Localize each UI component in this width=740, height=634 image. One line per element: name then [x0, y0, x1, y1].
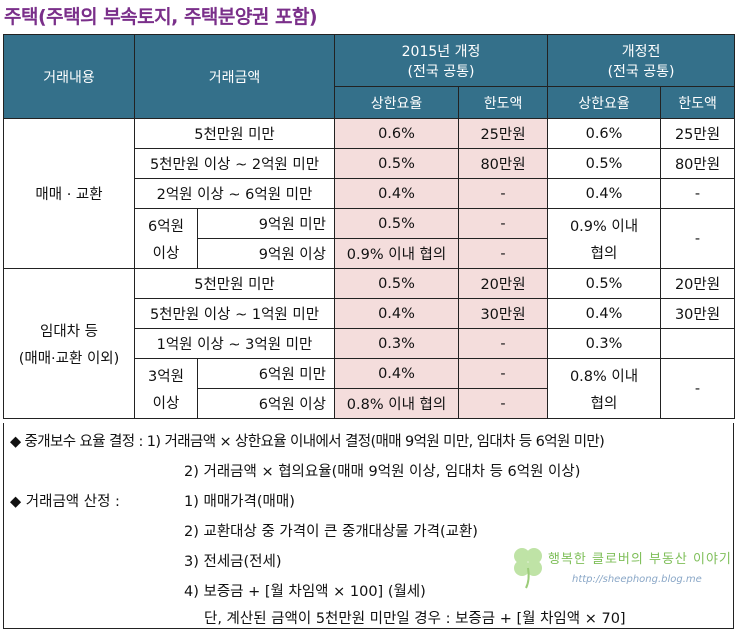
rate-new-cell: 0.5%	[334, 208, 459, 239]
rate-new-cell: 0.5%	[334, 148, 459, 179]
limit-old-cell: 25만원	[660, 118, 736, 149]
sale-over-label-line2: 이상	[152, 245, 180, 262]
limit-new-cell: 20만원	[457, 268, 549, 299]
header-2015-line1: 2015년 개정	[401, 43, 481, 60]
header-transaction-amount: 거래금액	[134, 34, 335, 119]
rate-old-merged-cell: 0.9% 이내 협의	[547, 208, 662, 269]
notes-box: ◆ 중개보수 요율 결정 : 1) 거래금액 × 상한요율 이내에서 결정(매매…	[3, 423, 734, 629]
table-row: 2억원 이상 ~ 6억원 미만 0.4% - 0.4% -	[4, 178, 736, 209]
lease-label-line1: 임대차 등	[40, 323, 98, 340]
rate-old-cell: 0.3%	[547, 328, 662, 359]
watermark-url: http://sheephong.blog.me	[572, 574, 702, 585]
header-rate-old: 상한요율	[547, 86, 662, 119]
note-amount-calc-heading: ◆ 거래금액 산정 :	[10, 494, 120, 510]
rate-new-cell: 0.4%	[334, 178, 459, 209]
page-title: 주택(주택의 부속토지, 주택분양권 포함)	[4, 6, 318, 28]
header-before-line2: (전국 공통)	[607, 63, 675, 80]
rate-new-cell: 0.4%	[334, 298, 459, 329]
sale-over-threshold-label: 6억원 이상	[134, 208, 198, 269]
amount-cell: 6억원 미만	[197, 358, 335, 389]
limit-old-merged-cell: -	[660, 358, 736, 419]
header-transaction-type: 거래내용	[3, 34, 135, 119]
rate-new-cell: 0.9% 이내 협의	[334, 238, 459, 269]
rate-old-merged-line2: 협의	[590, 395, 618, 412]
lease-over-label-line2: 이상	[152, 395, 180, 412]
limit-new-cell: -	[457, 328, 549, 359]
table-row: 3억원 이상 6억원 미만 0.4% - 0.8% 이내 협의 -	[4, 358, 736, 419]
limit-new-cell: 25만원	[457, 118, 549, 149]
rate-old-cell: 0.5%	[547, 268, 662, 299]
note-fee-rate-line1: ◆ 중개보수 요율 결정 : 1) 거래금액 × 상한요율 이내에서 결정(매매…	[10, 434, 605, 450]
table-row: 5천만원 이상 ~ 1억원 미만 0.4% 30만원 0.4% 30만원	[4, 298, 736, 329]
header-limit-old: 한도액	[660, 86, 736, 119]
header-2015-line2: (전국 공통)	[407, 63, 475, 80]
note-amount-calc-4: 4) 보증금 + [월 차임액 × 100] (월세)	[184, 584, 426, 600]
note-amount-calc-3: 3) 전세금(전세)	[184, 554, 282, 570]
sale-over-label-line1: 6억원	[148, 218, 184, 235]
note-fee-rate-line2: 2) 거래금액 × 협의요율(매매 9억원 이상, 임대차 등 6억원 이상)	[184, 464, 581, 480]
table-row: 6억원 이상 0.8% 이내 협의 -	[4, 388, 735, 419]
rate-old-merged-line1: 0.9% 이내	[569, 218, 639, 235]
limit-old-cell	[660, 328, 736, 359]
rate-old-cell: 0.5%	[547, 148, 662, 179]
limit-new-cell: -	[457, 208, 549, 239]
note-amount-calc-1: 1) 매매가격(매매)	[184, 494, 295, 510]
header-limit-new: 한도액	[457, 86, 549, 119]
sale-category-label: 매매 · 교환	[3, 118, 135, 269]
lease-over-label-line1: 3억원	[148, 368, 184, 385]
table-row: 5천만원 이상 ~ 2억원 미만 0.5% 80만원 0.5% 80만원	[4, 148, 736, 179]
limit-old-cell: 30만원	[660, 298, 736, 329]
rate-new-cell: 0.5%	[334, 268, 459, 299]
rate-new-cell: 0.8% 이내 협의	[334, 388, 459, 419]
table-row: 매매 · 교환 5천만원 미만 0.6% 25만원 0.6% 25만원	[3, 118, 736, 269]
rate-old-cell: 0.4%	[547, 298, 662, 329]
amount-cell: 5천만원 미만	[134, 268, 335, 299]
rate-new-cell: 0.4%	[334, 358, 459, 389]
rate-old-merged-line1: 0.8% 이내	[569, 368, 639, 385]
rate-new-cell: 0.3%	[334, 328, 459, 359]
amount-cell: 5천만원 미만	[134, 118, 335, 149]
table-row: 1억원 이상 ~ 3억원 미만 0.3% - 0.3%	[4, 328, 736, 359]
amount-cell: 5천만원 이상 ~ 2억원 미만	[134, 148, 335, 179]
header-before-revision: 개정전 (전국 공통)	[547, 34, 736, 87]
header-before-line1: 개정전	[621, 43, 661, 60]
limit-old-cell: 20만원	[660, 268, 736, 299]
amount-cell: 5천만원 이상 ~ 1억원 미만	[134, 298, 335, 329]
amount-cell: 9억원 미만	[197, 208, 335, 239]
header-rate-new: 상한요율	[334, 86, 459, 119]
rate-new-cell: 0.6%	[334, 118, 459, 149]
rate-old-merged-cell: 0.8% 이내 협의	[547, 358, 662, 419]
table-row: 임대차 등 (매매·교환 이외) 5천만원 미만 0.5% 20만원 0.5% …	[3, 268, 736, 419]
limit-new-cell: -	[457, 358, 549, 389]
header-2015-revision: 2015년 개정 (전국 공통)	[333, 34, 549, 87]
limit-old-cell: 80만원	[660, 148, 736, 179]
note-amount-calc-2: 2) 교환대상 중 가격이 큰 중개대상물 가격(교환)	[184, 524, 478, 540]
table-row: 9억원 이상 0.9% 이내 협의 -	[4, 238, 735, 269]
limit-new-cell: -	[457, 388, 549, 419]
amount-cell: 2억원 이상 ~ 6억원 미만	[134, 178, 335, 209]
limit-new-cell: -	[457, 238, 549, 269]
lease-over-threshold-label: 3억원 이상	[134, 358, 198, 419]
limit-new-cell: 30만원	[457, 298, 549, 329]
rate-old-cell: 0.6%	[547, 118, 662, 149]
watermark-text: 행복한 클로버의 부동산 이야기	[548, 552, 732, 567]
lease-category-label: 임대차 등 (매매·교환 이외)	[3, 268, 135, 419]
limit-old-cell: -	[660, 178, 736, 209]
limit-new-cell: 80만원	[457, 148, 549, 179]
brokerage-fee-table: 거래내용 거래금액 2015년 개정 (전국 공통) 개정전 (전국 공통) 상…	[3, 34, 736, 419]
note-amount-calc-exception: 단, 계산된 금액이 5천만원 미만일 경우 : 보증금 + [월 차임액 × …	[204, 611, 626, 627]
limit-new-cell: -	[457, 178, 549, 209]
rate-old-cell: 0.4%	[547, 178, 662, 209]
amount-cell: 1억원 이상 ~ 3억원 미만	[134, 328, 335, 359]
amount-cell: 6억원 이상	[197, 388, 335, 419]
lease-label-line2: (매매·교환 이외)	[18, 350, 120, 367]
blog-watermark: 행복한 클로버의 부동산 이야기 http://sheephong.blog.m…	[508, 542, 731, 602]
amount-cell: 9억원 이상	[197, 238, 335, 269]
limit-old-merged-cell: -	[660, 208, 736, 269]
clover-icon	[514, 548, 542, 589]
rate-old-merged-line2: 협의	[590, 245, 618, 262]
table-row: 6억원 이상 9억원 미만 0.5% - 0.9% 이내 협의 -	[4, 208, 736, 269]
